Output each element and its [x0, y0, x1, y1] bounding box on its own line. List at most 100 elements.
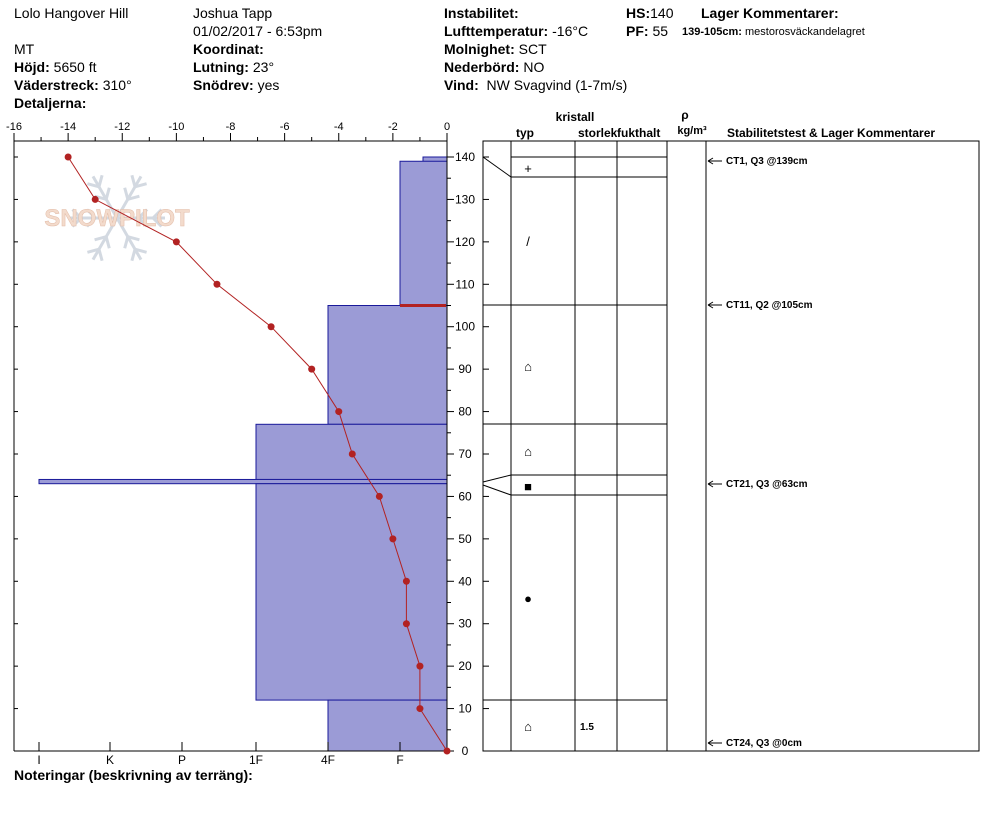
layer-boundaries — [482, 156, 667, 701]
snowflake-branch — [104, 187, 111, 200]
layer-comments-label: Lager Kommentarer: — [701, 5, 839, 21]
height-tick-label: 140 — [455, 150, 475, 164]
storlek-header: storlek — [578, 126, 618, 140]
airtemp-label: Lufttemperatur: — [444, 23, 549, 39]
temp-tick-label: -8 — [226, 121, 236, 133]
snowflake-arm — [91, 175, 119, 219]
snowflake-branch — [85, 216, 97, 228]
hardness-axis: I K P 1F 4F F — [37, 742, 404, 767]
instability-row: Instabilitet: — [444, 5, 519, 21]
height-tick-label: 110 — [455, 277, 474, 291]
temp-tick-label: -16 — [6, 121, 22, 133]
temp-tick-label: 0 — [444, 121, 450, 133]
stability-test-label: CT1, Q3 @139cm — [726, 156, 808, 167]
height-tick-label: 100 — [455, 320, 475, 334]
grain-size-value: 1.5 — [580, 722, 594, 733]
location-name: Lolo Hangover Hill — [14, 5, 129, 21]
elevation-value: 5650 ft — [53, 59, 97, 75]
stability-tests: CT1, Q3 @139cm CT11, Q2 @105cm CT21, Q3 @6… — [707, 156, 813, 749]
layer-table-frame — [482, 140, 980, 752]
hardness-tick-label: 4F — [321, 753, 335, 767]
snowflake-branch — [130, 174, 137, 188]
observation-datetime: 01/02/2017 - 6:53pm — [193, 23, 323, 39]
drift-value: yes — [257, 77, 280, 93]
snowflake-branch — [71, 216, 83, 228]
layer-connector — [482, 474, 512, 483]
layer-connector — [482, 156, 512, 178]
snowflake-branch — [127, 194, 140, 201]
snowflake-branch — [94, 235, 107, 242]
hardness-layer — [38, 478, 448, 485]
wind-value: NW Svagvind (1-7m/s) — [486, 77, 628, 93]
pf-row: PF: 55 — [626, 23, 668, 39]
temperature-point — [172, 238, 180, 246]
snowflake-icon — [69, 174, 165, 262]
height-tick-label: 80 — [458, 405, 472, 419]
instability-label: Instabilitet: — [444, 5, 519, 21]
crystal-symbols: + / ⌂ ⌂ ■ ● ⌂ — [524, 161, 532, 734]
pf-label: PF: — [626, 23, 649, 39]
hs-value: 140 — [650, 5, 674, 21]
temperature-axis: -16 -14 -12 -10 -8 -6 -4 -2 0 — [6, 121, 450, 141]
height-tick-label: 20 — [458, 659, 472, 673]
sky-label: Molnighet: — [444, 41, 515, 57]
density-symbol: ρ — [681, 108, 688, 122]
temp-tick-label: -12 — [114, 121, 130, 133]
snowflake-branch — [137, 216, 149, 228]
height-tick-label: 10 — [458, 702, 472, 716]
crystal-symbol: + — [524, 161, 532, 176]
temperature-point — [443, 747, 451, 755]
snowflake-branch — [123, 187, 130, 200]
temperature-points — [64, 153, 451, 755]
temperature-point — [64, 153, 72, 161]
stability-test-label: CT11, Q2 @105cm — [726, 300, 813, 311]
temperature-point — [348, 450, 356, 458]
temperature-point — [335, 408, 343, 416]
wind-row: Vind: NW Svagvind (1-7m/s) — [444, 77, 627, 93]
temperature-point — [416, 662, 424, 670]
precip-label: Nederbörd: — [444, 59, 520, 75]
hardness-layer — [399, 160, 448, 306]
crystal-symbol: ⌂ — [524, 444, 532, 459]
height-tick-label: 0 — [462, 744, 469, 758]
layer-connector — [482, 484, 512, 496]
slope-label: Lutning: — [193, 59, 249, 75]
left-minor-ticks — [14, 156, 18, 752]
hardness-tick-label: F — [396, 753, 403, 767]
temperature-point — [308, 365, 316, 373]
kristall-header: kristall — [556, 110, 595, 124]
layer-comment-range: 139-105cm: — [682, 26, 742, 38]
snowflake-branch — [123, 236, 130, 249]
snowflake-branch — [134, 182, 147, 189]
coordinate-row: Koordinat: — [193, 41, 264, 57]
snowflake-branch — [127, 235, 140, 242]
height-tick-label: 130 — [455, 192, 475, 206]
grain-sizes: 1.5 — [580, 722, 594, 733]
sky-value: SCT — [518, 41, 547, 57]
layer-comment-row: 139-105cm: mestorosväckandelagret — [682, 24, 865, 40]
snowflake-branch — [71, 208, 83, 220]
temp-tick-label: -10 — [168, 121, 184, 133]
snowflake-branch — [130, 248, 137, 262]
height-tick-label: 30 — [458, 617, 472, 631]
layer-comment-text: mestorosväckandelagret — [745, 26, 865, 38]
hardness-layer — [327, 305, 448, 425]
slope-row: Lutning: 23° — [193, 59, 274, 75]
airtemp-value: -16°C — [552, 23, 589, 39]
airtemp-row: Lufttemperatur: -16°C — [444, 23, 588, 39]
stability-test-label: CT21, Q3 @63cm — [726, 479, 808, 490]
temperature-point — [375, 492, 383, 500]
hs-row: HS:140 — [626, 5, 673, 21]
height-tick-label: 90 — [458, 362, 472, 376]
temperature-point — [213, 280, 221, 288]
wind-label: Vind: — [444, 77, 479, 93]
snowpilot-watermark: SNOWPILOT — [44, 174, 190, 262]
height-tick-label: 50 — [458, 532, 472, 546]
snowflake-branch — [87, 247, 100, 254]
stability-test-label: CT24, Q3 @0cm — [726, 738, 802, 749]
coordinate-label: Koordinat: — [193, 41, 264, 57]
snowflake-branch — [104, 236, 111, 249]
hardness-layer — [255, 483, 448, 701]
temperature-point — [402, 577, 410, 585]
